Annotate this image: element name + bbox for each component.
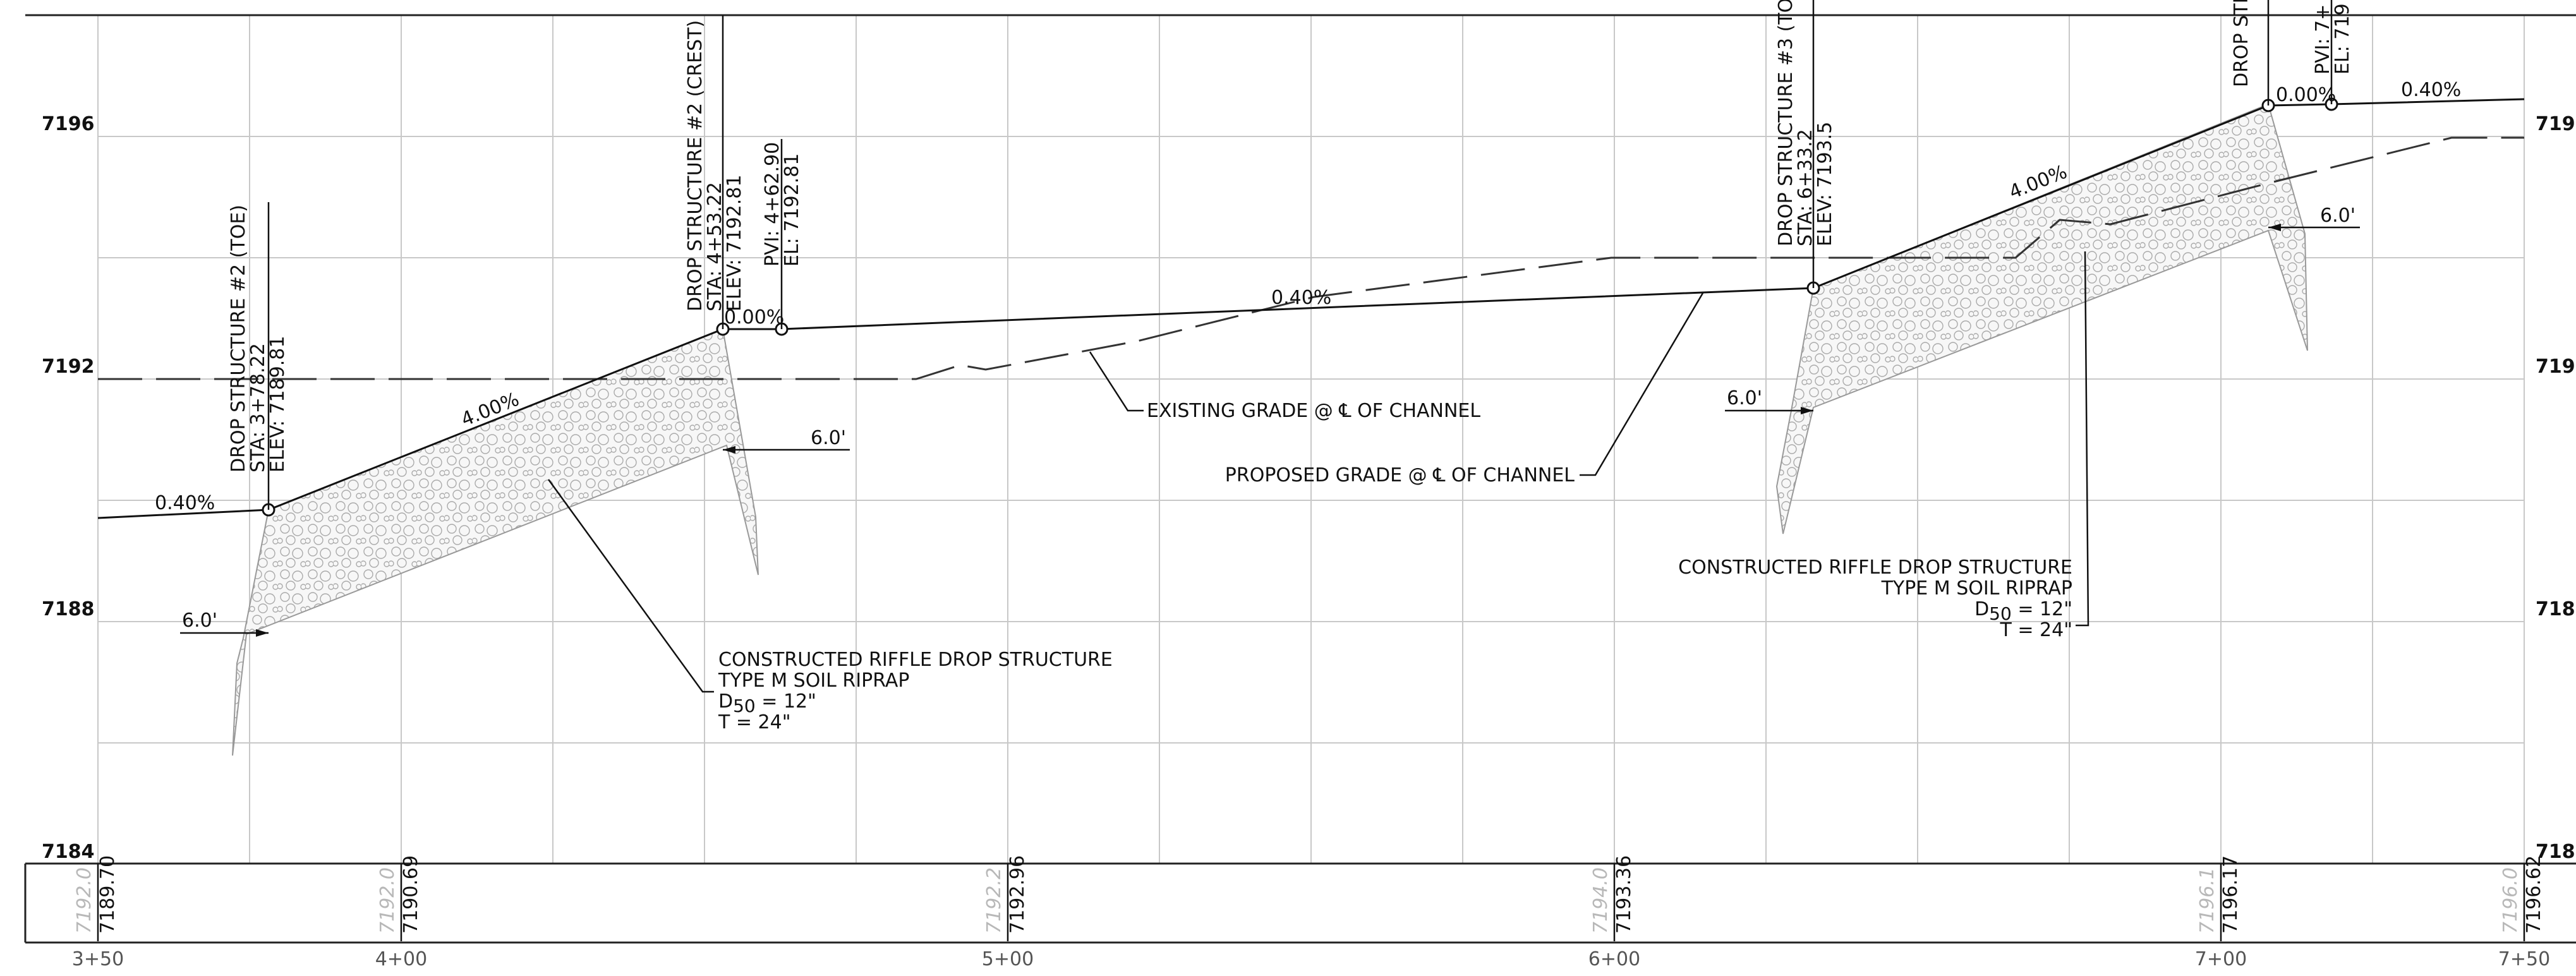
band-proposed-elev: 7196.17 bbox=[2220, 855, 2242, 934]
band-existing-elev: 7196.0 bbox=[2500, 867, 2522, 934]
station-label: 3+50 bbox=[72, 948, 124, 970]
structure-annotations: DROP STRUCTURE #2 (TOE) STA: 3+78.22 ELE… bbox=[227, 0, 2354, 473]
band-existing-elev: 7194.0 bbox=[1590, 867, 1612, 934]
slope-label: 0.40% bbox=[2401, 79, 2461, 101]
callouts: EXISTING GRADE @ ℄ OF CHANNEL PROPOSED G… bbox=[547, 251, 2089, 733]
structure-leaders bbox=[267, 0, 2333, 510]
slope-label: 0.00% bbox=[724, 306, 784, 328]
profile-data-band: 7192.0 7189.70 7192.0 7190.69 7192.2 719… bbox=[73, 855, 2545, 941]
ds2-crest-name: DROP STRUCTURE #2 (CREST) bbox=[684, 20, 706, 311]
existing-grade-line bbox=[98, 136, 2524, 380]
slope-label: 0.40% bbox=[155, 492, 215, 514]
ds2-toe-elev: ELEV: 7189.81 bbox=[267, 336, 289, 473]
pvi1-el: EL: 7192.81 bbox=[781, 154, 803, 267]
pvi2-sta: PVI: 7+ bbox=[2312, 4, 2334, 75]
ds3-toe-sta: STA: 6+33.2 bbox=[1794, 129, 1817, 246]
band-proposed-elev: 7189.70 bbox=[97, 855, 119, 934]
riffle-note-1-t: T = 24" bbox=[718, 711, 791, 733]
band-existing-elev: 7196.1 bbox=[2196, 867, 2218, 934]
station-label: 7+00 bbox=[2195, 948, 2247, 970]
elev-label: 7192 bbox=[42, 356, 95, 378]
band-existing-elev: 7192.2 bbox=[983, 867, 1005, 934]
sheet-frame bbox=[24, 14, 2576, 944]
band-existing-elev: 7192.0 bbox=[73, 867, 95, 934]
riffle-note-2-line1: CONSTRUCTED RIFFLE DROP STRUCTURE bbox=[1678, 557, 2072, 579]
elev-label: 7184 bbox=[42, 841, 95, 863]
elev-label: 7196 bbox=[42, 113, 95, 135]
riprap-structures bbox=[232, 103, 2308, 756]
proposed-grade-note: PROPOSED GRADE @ ℄ OF CHANNEL bbox=[1225, 464, 1575, 486]
band-proposed-elev: 7190.69 bbox=[400, 855, 422, 934]
ds2-crest-elev: ELEV: 7192.81 bbox=[723, 175, 746, 311]
ds3-toe-name: DROP STRUCTURE #3 (TOE) bbox=[1775, 0, 1797, 246]
station-labels: 3+50 4+00 5+00 6+00 7+00 7+50 bbox=[72, 948, 2550, 970]
elevation-labels-left: 7196 7192 7188 7184 bbox=[42, 113, 95, 863]
elevation-labels-right: 7196 7192 7188 7184 bbox=[2536, 113, 2576, 863]
elev-label: 7188 bbox=[42, 598, 95, 620]
station-label: 7+50 bbox=[2498, 948, 2550, 970]
riffle-note-2-line2: TYPE M SOIL RIPRAP bbox=[1881, 577, 2072, 599]
elev-label: 7184 bbox=[2536, 841, 2576, 863]
dim-label: 6.0' bbox=[182, 610, 217, 632]
riffle-note-1-line2: TYPE M SOIL RIPRAP bbox=[718, 670, 909, 692]
slope-label: 0.40% bbox=[1271, 287, 1331, 309]
band-proposed-elev: 7196.62 bbox=[2523, 855, 2545, 934]
ds3-toe-elev: ELEV: 7193.5 bbox=[1814, 122, 1836, 246]
ds2-toe-sta: STA: 3+78.22 bbox=[247, 343, 269, 473]
riffle-note-2-d50: D50 = 12" bbox=[1974, 598, 2072, 624]
band-existing-elev: 7192.0 bbox=[377, 867, 399, 934]
slope-label: 0.00% bbox=[2276, 84, 2336, 106]
ds2-toe-name: DROP STRUCTURE #2 (TOE) bbox=[227, 205, 250, 473]
dimensions: 6.0' 6.0' 6.0' 6.0' bbox=[180, 205, 2360, 637]
ds2-crest-sta: STA: 4+53.22 bbox=[704, 182, 726, 311]
elev-label: 7188 bbox=[2536, 598, 2576, 620]
elev-label: 7192 bbox=[2536, 356, 2576, 378]
existing-grade-note: EXISTING GRADE @ ℄ OF CHANNEL bbox=[1147, 400, 1480, 422]
riprap-structure-2 bbox=[1775, 103, 2308, 534]
riffle-note-1-d50: D50 = 12" bbox=[718, 690, 816, 716]
station-label: 4+00 bbox=[375, 948, 427, 970]
dim-label: 6.0' bbox=[1727, 387, 1762, 409]
pvi1-sta: PVI: 4+62.90 bbox=[761, 142, 783, 267]
station-label: 6+00 bbox=[1588, 948, 1640, 970]
proposed-grade-line bbox=[97, 98, 2525, 519]
dim-label: 6.0' bbox=[811, 427, 846, 449]
band-proposed-elev: 7193.36 bbox=[1613, 855, 1635, 934]
elev-label: 7196 bbox=[2536, 113, 2576, 135]
riffle-note-1-line1: CONSTRUCTED RIFFLE DROP STRUCTURE bbox=[718, 649, 1113, 671]
riprap-structure-1 bbox=[232, 328, 759, 756]
dim-label: 6.0' bbox=[2320, 205, 2355, 227]
riffle-note-2-t: T = 24" bbox=[1999, 619, 2072, 641]
band-proposed-elev: 7192.96 bbox=[1007, 855, 1029, 934]
ds3-crest-name: DROP STRUCTURE bbox=[2230, 0, 2252, 87]
pvi2-el: EL: 719 bbox=[2331, 3, 2354, 75]
station-label: 5+00 bbox=[982, 948, 1034, 970]
